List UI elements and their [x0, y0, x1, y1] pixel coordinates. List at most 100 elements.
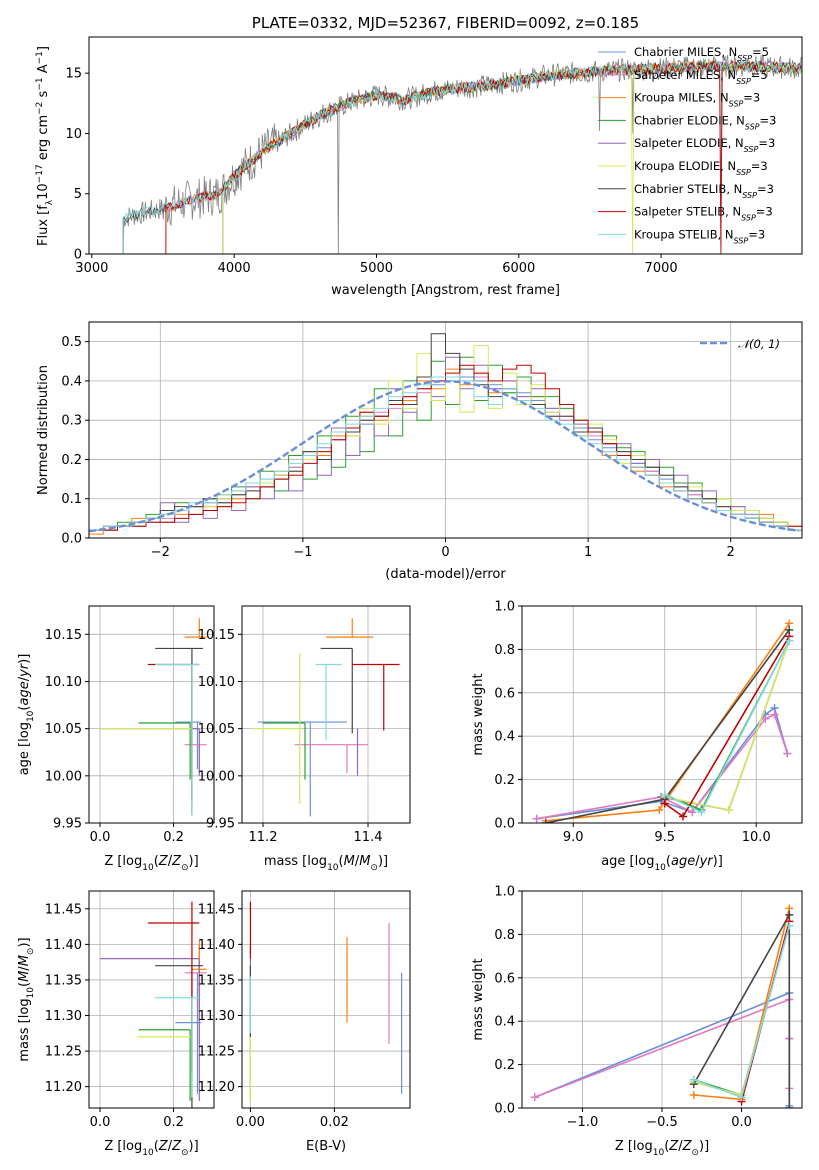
- weight-marker: [761, 714, 770, 723]
- legend-sub: SSP: [744, 145, 759, 154]
- y-axis-label: Flux [fλ10−17 erg cm−2 s−1 A−1]: [35, 46, 55, 246]
- weight-line: [664, 640, 790, 811]
- label-part: (: [664, 1139, 669, 1154]
- y-tick-label: 11.20: [198, 1080, 235, 1095]
- label-part: (: [154, 854, 159, 869]
- label-part: Flux [f: [36, 205, 51, 246]
- panel-age_weight: 9.0 9.5 10.0 0.0 0.2 0.4 0.6 0.8 1.0: [494, 600, 803, 845]
- x-tick-label: 0.2: [163, 830, 184, 845]
- legend-text: Salpeter STELIB, N: [634, 205, 741, 219]
- label-part: ⊙: [26, 948, 36, 956]
- label-part: /: [17, 676, 32, 681]
- label-part: /: [678, 1139, 683, 1154]
- label-part: age: [671, 854, 695, 869]
- x-tick-label: 4000: [218, 261, 251, 276]
- label-part: 10: [327, 863, 339, 873]
- label-part: erg cm: [36, 115, 51, 164]
- label-part: /: [17, 966, 32, 971]
- label-part: Z: [171, 854, 182, 869]
- plot-area: [122, 54, 802, 254]
- label-part: Z: [682, 1139, 693, 1154]
- label-part: ⊙: [181, 1148, 189, 1158]
- x-axis-label: Z [log10(Z/Z⊙)]: [104, 1139, 198, 1158]
- x-tick-label: 9.0: [563, 830, 584, 845]
- legend-sub: SSP: [745, 122, 760, 131]
- weight-line: [536, 713, 789, 820]
- label-part: Z [log: [615, 1139, 653, 1154]
- y-tick-label: 1.0: [494, 600, 515, 615]
- legend-text: Salpeter MILES, N: [634, 68, 736, 82]
- legend-val: =3: [760, 113, 777, 127]
- label-part: (: [17, 982, 32, 987]
- x-tick-label: −0.5: [646, 1115, 678, 1130]
- normal-curve: [89, 380, 800, 533]
- y-tick-label: 11.25: [198, 1045, 235, 1060]
- weight-marker: [660, 790, 669, 799]
- y-tick-label: 11.30: [45, 1009, 82, 1024]
- x-tick-label: 11.2: [249, 830, 278, 845]
- weight-marker: [724, 805, 733, 814]
- weight-marker: [697, 808, 706, 817]
- y-tick-label: 10.00: [198, 769, 235, 784]
- y-tick-label: 0.4: [494, 730, 515, 745]
- legend-text: Chabrier ELODIE, N: [634, 113, 745, 127]
- plot-area: [530, 904, 794, 1108]
- x-axis-label: E(B-V): [306, 1139, 346, 1154]
- y-tick-label: 15: [65, 67, 82, 82]
- weight-line: [664, 640, 790, 814]
- weight-line: [660, 640, 790, 811]
- label-part: ⊙: [181, 863, 189, 873]
- y-tick-label: 0.1: [61, 492, 82, 507]
- legend-sub: SSP: [741, 213, 756, 222]
- legend-entry: Salpeter STELIB, NSSP=3: [634, 205, 773, 223]
- legend-text: Chabrier MILES, N: [634, 45, 737, 59]
- y-tick-label: 5: [74, 187, 82, 202]
- legend-sub: SSP: [736, 76, 751, 85]
- x-tick-label: 0.0: [90, 830, 111, 845]
- label-part: Z: [158, 1139, 169, 1154]
- weight-marker: [785, 636, 794, 645]
- label-part: Z: [158, 854, 169, 869]
- legend-entry: Chabrier ELODIE, NSSP=3: [634, 113, 776, 130]
- legend-entry: Chabrier STELIB, NSSP=3: [634, 182, 774, 200]
- label-part: ⊙: [691, 1148, 699, 1158]
- legend-sub: SSP: [736, 168, 751, 177]
- label-part: 10: [142, 863, 154, 873]
- y-axis-label: mass weight: [471, 958, 486, 1040]
- weight-marker: [689, 1090, 698, 1099]
- panel-Z_age: 0.0 0.2 9.95 10.00 10.05 10.10 10.15: [45, 605, 215, 845]
- label-part: (: [339, 854, 344, 869]
- legend-sub: SSP: [734, 236, 749, 245]
- weight-marker: [785, 1104, 794, 1108]
- legend-text: Kroupa MILES, N: [634, 91, 729, 105]
- label-part: yr: [17, 662, 32, 678]
- weight-line: [664, 635, 790, 818]
- panel-residual_hist: −2 −1 0 1 2 0.0 0.1 0.2 0.3 0.4 0.5: [61, 321, 803, 560]
- label-part: ⊙: [370, 863, 378, 873]
- legend-sub: SSP: [742, 190, 757, 199]
- label-part: Z [log: [104, 1139, 142, 1154]
- panel-Z_weight: −1.0 −0.5 0.0 0.0 0.2 0.4 0.6 0.8 1.0: [494, 885, 803, 1130]
- x-axis-label: Z [log10(Z/Z⊙)]: [104, 854, 198, 873]
- label-part: )]: [17, 937, 32, 947]
- y-tick-label: 10.15: [45, 628, 82, 643]
- y-tick-label: 9.95: [206, 817, 235, 832]
- label-part: )]: [189, 854, 199, 869]
- label-part: M: [359, 854, 370, 869]
- weight-marker: [770, 710, 779, 719]
- x-axis-label: age [log10(age/yr)]: [601, 854, 723, 873]
- y-tick-label: 10.00: [45, 769, 82, 784]
- weight-line: [545, 629, 790, 823]
- axes-frame: [241, 890, 411, 1109]
- axes-frame: [88, 36, 803, 255]
- y-tick-label: 10.05: [198, 722, 235, 737]
- label-part: /: [168, 1139, 173, 1154]
- y-tick-label: 11.30: [198, 1009, 235, 1024]
- label-part: )]: [699, 1139, 709, 1154]
- legend-text: Chabrier STELIB, N: [634, 182, 742, 196]
- x-tick-label: −1.0: [567, 1115, 599, 1130]
- legend-val: =3: [758, 136, 775, 150]
- label-part: age [log: [601, 854, 654, 869]
- legend-entry: Salpeter MILES, NSSP=5: [634, 68, 768, 86]
